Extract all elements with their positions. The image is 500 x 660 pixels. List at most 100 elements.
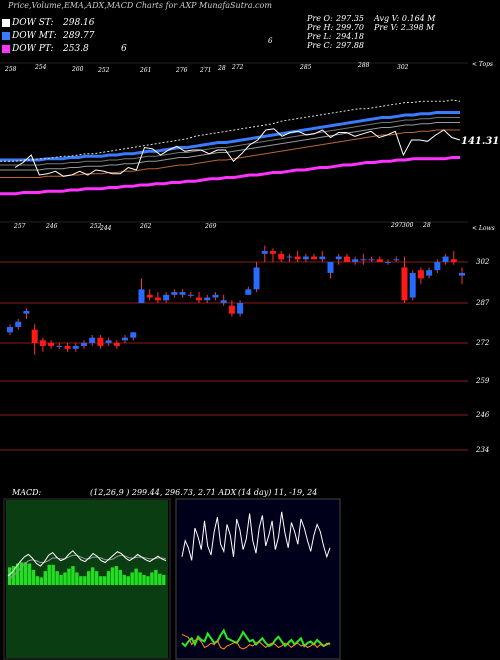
adx-params: (14 day) 11, -19, 24	[238, 488, 318, 497]
macd-histogram-bar	[71, 566, 75, 585]
macd-histogram-bar	[134, 568, 138, 585]
candle-body	[171, 292, 178, 295]
macd-histogram-bar	[110, 567, 115, 585]
candle-body	[261, 251, 268, 254]
macd-histogram-bar	[75, 572, 79, 585]
macd-histogram-bar	[114, 566, 119, 585]
ema-band-line	[0, 129, 460, 178]
avg-volume: Avg V: 0.164 M	[374, 14, 436, 23]
candle-body	[89, 337, 96, 343]
candle-body	[97, 337, 104, 346]
macd-histogram-bar	[35, 576, 40, 585]
candle-body	[269, 251, 276, 254]
macd-histogram-bar	[146, 576, 150, 585]
macd-histogram-bar	[8, 567, 12, 585]
adx-minus-di-line	[181, 634, 331, 650]
candle-body	[327, 262, 334, 273]
macd-histogram-bar	[106, 571, 111, 585]
macd-histogram-bar	[43, 571, 47, 585]
macd-histogram-bar	[19, 562, 24, 585]
candle-body	[376, 259, 383, 262]
candle-body	[15, 321, 22, 327]
ema-top-number: 252	[98, 67, 110, 74]
macd-histogram-bar	[39, 577, 44, 585]
macd-line	[7, 550, 167, 577]
ema-st-line	[0, 99, 461, 162]
macd-histogram-bar	[142, 574, 146, 585]
candle-body	[204, 297, 211, 301]
price-y-label: 234	[476, 446, 490, 454]
candle-body	[39, 340, 46, 346]
ema-bottom-number: 262	[140, 223, 152, 230]
candle-body	[163, 294, 170, 301]
ema-bottom-number: 300	[402, 222, 414, 229]
macd-histogram-bar	[79, 576, 83, 585]
ema-top-number: 28	[218, 65, 226, 72]
ohlc-high-value: 299.70	[336, 23, 364, 32]
candle-body	[385, 262, 392, 263]
ema-corner-label: < Tops	[472, 61, 494, 68]
candle-body	[426, 270, 433, 276]
ohlc-low-value: 294.18	[336, 32, 364, 41]
macd-histogram-bar	[59, 574, 63, 585]
macd-histogram-bar	[47, 564, 51, 585]
ema-bottom-number: 28	[423, 222, 431, 229]
ohlc-close-value: 297.88	[336, 41, 364, 50]
legend-pt-label: DOW PT:	[12, 44, 54, 54]
ema-bottom-number: 297	[391, 222, 403, 229]
macd-histogram-bar	[23, 562, 28, 585]
macd-histogram-bar	[51, 564, 55, 585]
ema-bottom-number: 269	[205, 223, 217, 230]
macd-histogram-bar	[162, 574, 166, 585]
ema-panel	[0, 62, 468, 223]
stray-label: 6	[121, 44, 127, 54]
price-y-label: 259	[476, 377, 490, 385]
ohlc-low-label: Pre L:	[307, 32, 332, 41]
candle-body	[417, 270, 424, 279]
macd-histogram-bar	[122, 574, 126, 585]
macd-histogram-bar	[83, 576, 87, 585]
ema-top-number: 258	[5, 66, 17, 73]
candle-body	[179, 292, 186, 295]
candle-body	[196, 297, 203, 301]
candle-body	[105, 340, 112, 343]
legend-mt-value: 289.77	[63, 31, 95, 41]
candle-body	[434, 262, 441, 271]
candle-body	[393, 259, 400, 261]
macd-histogram-bar	[94, 571, 99, 585]
candle-body	[335, 256, 342, 260]
candle-body	[138, 289, 145, 303]
price-corner-label: < Lows	[472, 225, 495, 232]
stray-label: 6	[268, 37, 273, 45]
candle-body	[360, 259, 367, 261]
candle-body	[302, 256, 309, 260]
ema-top-number: 261	[140, 67, 152, 74]
macd-panel	[3, 498, 171, 660]
candle-body	[286, 256, 293, 258]
candle-body	[130, 332, 137, 338]
ema-last-value: 141.31	[461, 136, 500, 147]
price-y-label: 302	[476, 258, 490, 266]
ohlc-close-label: Pre C:	[307, 41, 333, 50]
legend-mt-label: DOW MT:	[12, 31, 57, 41]
candle-body	[80, 343, 87, 346]
candle-body	[294, 256, 301, 260]
candle-body	[48, 343, 55, 346]
macd-histogram-bar	[138, 572, 142, 585]
ema-top-number: 302	[397, 64, 409, 71]
macd-label: MACD:	[12, 488, 42, 497]
candle-body	[368, 259, 375, 261]
candle-body	[352, 259, 359, 262]
legend-pt-value: 253.8	[63, 44, 89, 54]
legend-st-label: DOW ST:	[12, 18, 54, 28]
candle-body	[245, 289, 252, 295]
ema-bottom-number: 257	[14, 223, 26, 230]
ema-bottom-number: 252	[90, 223, 102, 230]
candle-body	[401, 267, 408, 301]
candle-body	[122, 337, 129, 341]
ohlc-high-label: Pre H:	[307, 23, 334, 32]
adx-panel	[175, 498, 341, 660]
candle-body	[442, 256, 449, 262]
candle-body	[319, 256, 326, 260]
candle-body	[154, 297, 161, 301]
